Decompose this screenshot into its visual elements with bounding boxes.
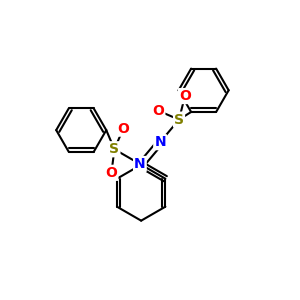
Text: O: O — [106, 166, 117, 180]
Text: S: S — [110, 142, 119, 156]
Text: N: N — [134, 157, 146, 171]
Text: S: S — [174, 112, 184, 127]
Text: O: O — [152, 104, 164, 118]
Text: O: O — [179, 89, 191, 103]
Text: N: N — [154, 135, 166, 149]
Text: O: O — [117, 122, 129, 136]
